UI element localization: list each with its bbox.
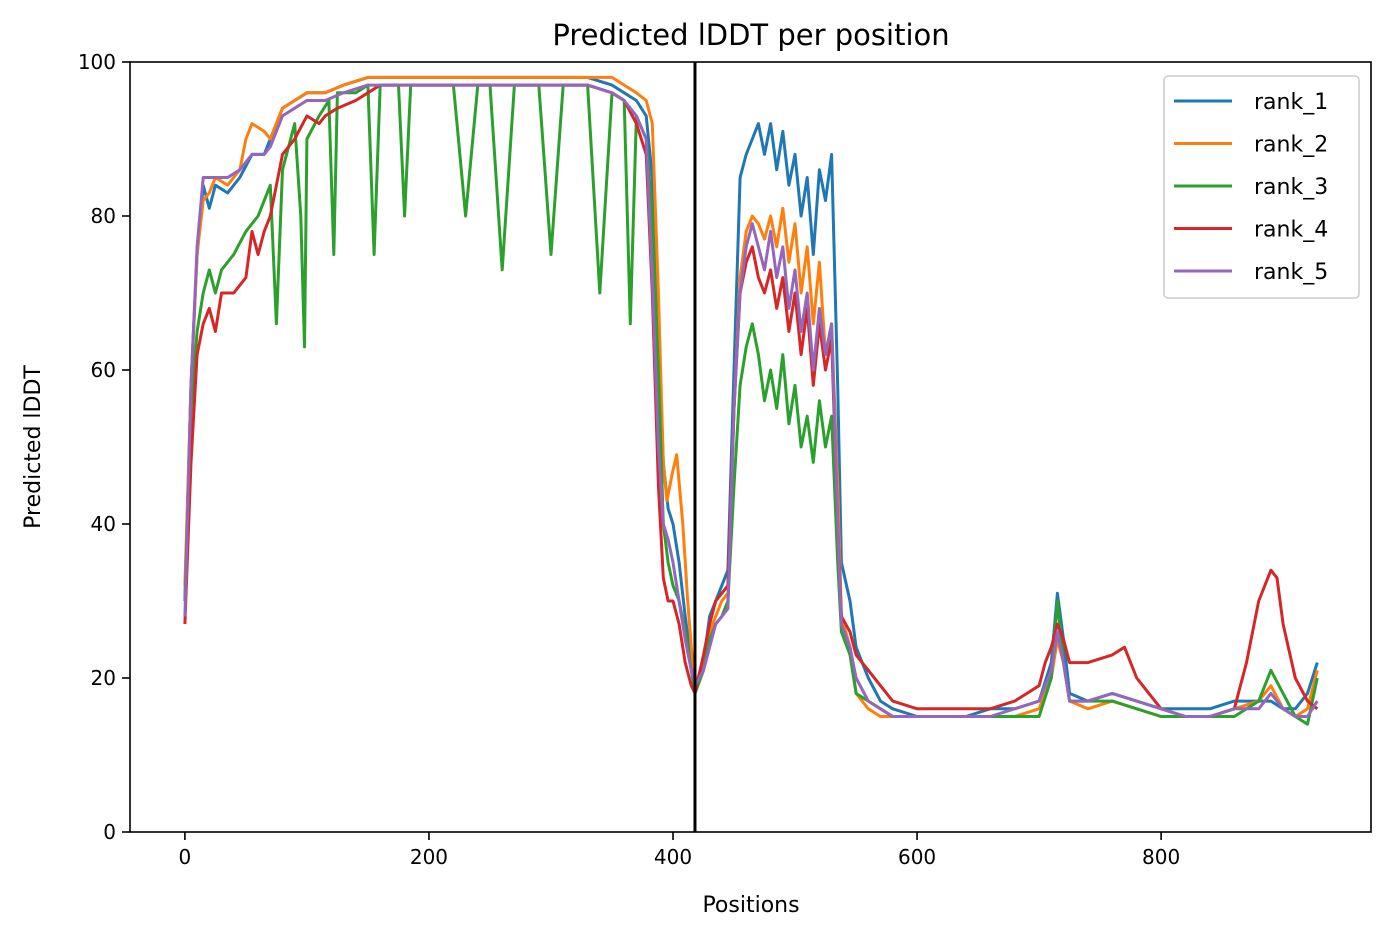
x-axis-label: Positions	[702, 893, 799, 918]
x-tick-label: 200	[410, 845, 448, 869]
y-tick-label: 100	[78, 50, 116, 74]
legend-label: rank_4	[1254, 218, 1328, 243]
x-tick-label: 0	[179, 845, 192, 869]
legend-label: rank_2	[1254, 133, 1328, 158]
x-tick-label: 400	[654, 845, 692, 869]
y-tick-label: 40	[91, 512, 116, 536]
legend-label: rank_1	[1254, 90, 1328, 115]
series-line-rank-5	[183, 83, 1319, 718]
legend-label: rank_3	[1254, 175, 1328, 200]
y-axis-ticks: 0 20 40 60 80 100	[78, 50, 130, 844]
plot-lines	[183, 75, 1319, 726]
y-tick-label: 20	[91, 666, 116, 690]
x-axis-ticks: 0 200 400 600 800	[179, 832, 1180, 869]
y-axis-label: Predicted lDDT	[21, 365, 46, 529]
y-tick-label: 0	[103, 820, 116, 844]
chart-title: Predicted lDDT per position	[552, 18, 949, 52]
legend: rank_1 rank_2 rank_3 rank_4 rank_5	[1163, 75, 1360, 299]
x-tick-label: 800	[1142, 845, 1180, 869]
y-tick-label: 60	[91, 358, 116, 382]
x-tick-label: 600	[898, 845, 936, 869]
legend-box	[1163, 75, 1360, 299]
legend-label: rank_5	[1254, 260, 1328, 285]
plot-frame	[129, 61, 1372, 833]
y-tick-label: 80	[91, 204, 116, 228]
